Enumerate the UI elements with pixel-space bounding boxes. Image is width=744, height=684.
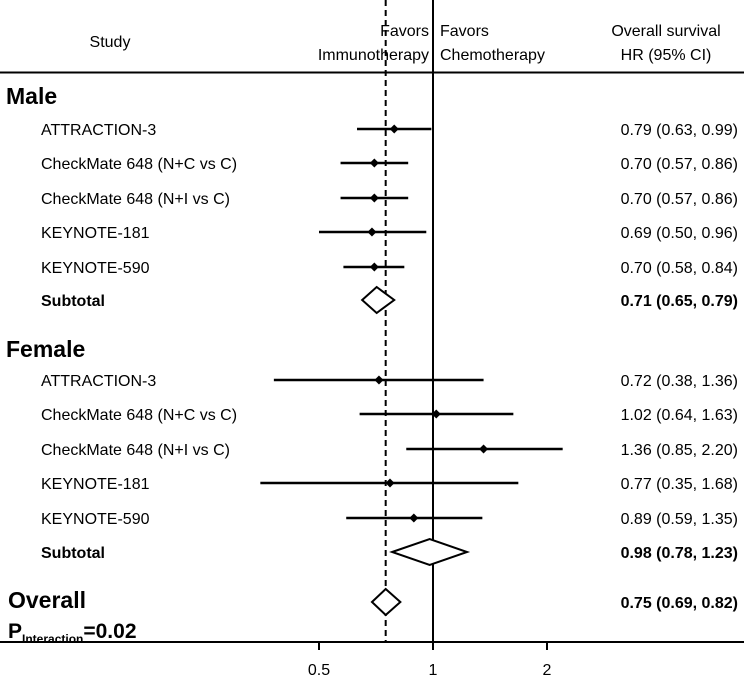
hr-subtotal-value: 0.98 (0.78, 1.23) — [621, 545, 738, 562]
point-estimate — [367, 227, 377, 237]
study-label: KEYNOTE-181 — [41, 225, 150, 242]
hr-value: 0.77 (0.35, 1.68) — [621, 476, 738, 493]
study-label: CheckMate 648 (N+I vs C) — [41, 191, 230, 208]
x-axis-ticks: 0.5 1 2 — [308, 642, 552, 679]
x-tick-label: 0.5 — [308, 662, 330, 679]
group-title-female: Female — [6, 336, 85, 362]
header-favors-right-1: Favors — [440, 23, 489, 40]
p-interaction-subscript: Interaction — [22, 632, 83, 646]
header-hr-title-2: HR (95% CI) — [621, 47, 712, 64]
hr-value: 1.36 (0.85, 2.20) — [621, 442, 738, 459]
point-estimate — [369, 158, 379, 168]
subtotal-label: Subtotal — [41, 545, 105, 562]
header-favors-left-2: Immunotherapy — [318, 47, 429, 64]
header-favors-right-2: Chemotherapy — [440, 47, 545, 64]
forest-marks — [260, 124, 563, 617]
p-interaction: PInteraction=0.02 — [8, 620, 137, 646]
p-interaction-value: =0.02 — [83, 620, 136, 643]
hr-overall-value: 0.75 (0.69, 0.82) — [621, 595, 738, 612]
study-label: CheckMate 648 (N+I vs C) — [41, 442, 230, 459]
study-label: CheckMate 648 (N+C vs C) — [41, 156, 237, 173]
subtotal-diamond — [360, 285, 396, 315]
point-estimate — [389, 124, 399, 134]
study-label: ATTRACTION-3 — [41, 122, 156, 139]
hr-value: 0.89 (0.59, 1.35) — [621, 511, 738, 528]
hr-value: 0.70 (0.57, 0.86) — [621, 156, 738, 173]
p-interaction-prefix: P — [8, 620, 22, 643]
study-label: CheckMate 648 (N+C vs C) — [41, 407, 237, 424]
hr-value: 1.02 (0.64, 1.63) — [621, 407, 738, 424]
point-estimate — [479, 444, 489, 454]
header-hr-title-1: Overall survival — [611, 23, 720, 40]
point-estimate — [409, 513, 419, 523]
point-estimate — [369, 193, 379, 203]
subtotal-label: Subtotal — [41, 293, 105, 310]
hr-subtotal-value: 0.71 (0.65, 0.79) — [621, 293, 738, 310]
hr-value: 0.70 (0.57, 0.86) — [621, 191, 738, 208]
hr-value: 0.70 (0.58, 0.84) — [621, 260, 738, 277]
study-label: KEYNOTE-590 — [41, 511, 150, 528]
study-label: KEYNOTE-181 — [41, 476, 150, 493]
study-label: ATTRACTION-3 — [41, 373, 156, 390]
subtotal-diamond — [389, 537, 471, 567]
overall-label: Overall — [8, 587, 86, 613]
hr-value: 0.79 (0.63, 0.99) — [621, 122, 738, 139]
group-title-male: Male — [6, 83, 57, 109]
point-estimate — [374, 375, 384, 385]
overall-diamond — [370, 587, 402, 617]
hr-value: 0.69 (0.50, 0.96) — [621, 225, 738, 242]
x-tick-label: 2 — [543, 662, 552, 679]
hr-value: 0.72 (0.38, 1.36) — [621, 373, 738, 390]
point-estimate — [385, 478, 395, 488]
study-label: KEYNOTE-590 — [41, 260, 150, 277]
point-estimate — [431, 409, 441, 419]
point-estimate — [369, 262, 379, 272]
header-study: Study — [90, 34, 131, 51]
x-tick-label: 1 — [429, 662, 438, 679]
header-favors-left-1: Favors — [380, 23, 429, 40]
